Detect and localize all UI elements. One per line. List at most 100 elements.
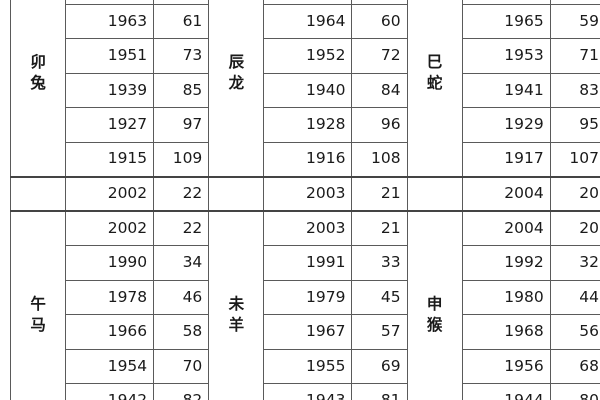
zodiac-name-cell: 辰龙: [208, 0, 265, 177]
age-cell: 96: [351, 107, 408, 143]
age-cell: 60: [351, 3, 408, 39]
empty-zodiac-cell: [9, 175, 67, 212]
year-cell: 1942: [65, 383, 155, 400]
age-cell: 21: [351, 175, 408, 212]
age-cell: 33: [351, 245, 408, 281]
age-cell: 45: [351, 279, 408, 315]
empty-zodiac-cell: [406, 175, 463, 212]
year-cell: 1952: [263, 38, 353, 74]
year-cell: 1963: [65, 3, 155, 39]
year-cell: 1979: [263, 279, 353, 315]
year-cell: 2003: [263, 175, 353, 212]
age-cell: 109: [153, 141, 210, 177]
age-cell: 44: [549, 279, 600, 315]
age-cell: 46: [153, 279, 210, 315]
table-row: 1978 46 1979 45 1980 44: [11, 279, 600, 315]
age-cell: 72: [351, 38, 408, 74]
zodiac-char: 辰: [228, 52, 245, 71]
year-cell: 2003: [263, 210, 353, 246]
age-cell: 57: [351, 314, 408, 350]
table-row: 1939 85 1940 84 1941 83: [11, 72, 600, 108]
age-cell: 58: [153, 314, 210, 350]
age-cell: 21: [351, 210, 408, 246]
zodiac-char: 羊: [228, 315, 245, 334]
year-cell: 2002: [65, 210, 155, 246]
year-cell: 1992: [461, 245, 551, 281]
age-cell: 68: [549, 348, 600, 384]
table-row: 1915 109 1916 108 1917 107: [11, 141, 600, 177]
age-cell: 22: [153, 210, 210, 246]
zodiac-char: 午: [30, 294, 46, 313]
year-cell: 1990: [65, 245, 155, 281]
zodiac-char: 龙: [228, 73, 245, 92]
age-cell: 81: [351, 383, 408, 400]
year-cell: 1965: [461, 3, 551, 39]
zodiac-char: 未: [228, 294, 245, 313]
zodiac-char: 蛇: [426, 73, 443, 92]
year-cell: 1966: [65, 314, 155, 350]
year-cell: 1968: [461, 314, 551, 350]
year-cell: 1939: [65, 72, 155, 108]
table-row: 卯兔197549辰龙197648巳蛇197747: [9, 0, 600, 177]
age-cell: 70: [153, 348, 210, 384]
year-cell: 1954: [65, 348, 155, 384]
age-cell: 84: [351, 72, 408, 108]
table-row: 1966 58 1967 57 1968 56: [11, 314, 600, 350]
zodiac-name-cell: 卯兔: [9, 0, 67, 177]
year-cell: 1928: [263, 107, 353, 143]
age-cell: 83: [549, 72, 600, 108]
age-cell: 73: [153, 38, 210, 74]
table-row: 1951 73 1952 72 1953 71: [11, 38, 600, 74]
year-cell: 1978: [65, 279, 155, 315]
age-cell: 56: [549, 314, 600, 350]
zodiac-char: 巳: [426, 52, 443, 71]
year-cell: 1941: [461, 72, 551, 108]
year-cell: 1929: [461, 107, 551, 143]
age-cell: 80: [549, 383, 600, 400]
zodiac-char: 马: [30, 315, 46, 334]
age-cell: 22: [153, 175, 210, 212]
age-cell: 20: [549, 175, 600, 212]
zodiac-name-cell: 午马: [9, 210, 67, 400]
year-cell: 1956: [461, 348, 551, 384]
age-cell: 82: [153, 383, 210, 400]
zodiac-name-cell: 未羊: [208, 210, 265, 400]
year-cell: 1943: [263, 383, 353, 400]
table-row: 1963 61 1964 60 1965 59: [11, 3, 600, 39]
zodiac-char: 申: [426, 294, 443, 313]
year-cell: 1940: [263, 72, 353, 108]
age-cell: 59: [549, 3, 600, 39]
age-cell: 108: [351, 141, 408, 177]
empty-zodiac-cell: [208, 175, 265, 212]
age-cell: 107: [549, 141, 600, 177]
section-divider-row: 2002 22 2003 21 2004 20: [9, 175, 600, 212]
year-cell: 1951: [65, 38, 155, 74]
age-cell: 20: [549, 210, 600, 246]
year-cell: 1991: [263, 245, 353, 281]
year-cell: 1980: [461, 279, 551, 315]
year-cell: 1927: [65, 107, 155, 143]
zodiac-char: 猴: [426, 315, 443, 334]
age-cell: 71: [549, 38, 600, 74]
year-cell: 1964: [263, 3, 353, 39]
year-cell: 1915: [65, 141, 155, 177]
year-cell: 1967: [263, 314, 353, 350]
age-cell: 61: [153, 3, 210, 39]
year-cell: 1944: [461, 383, 551, 400]
zodiac-char: 卯: [30, 52, 46, 71]
year-cell: 1917: [461, 141, 551, 177]
zodiac-name-cell: 申猴: [406, 210, 463, 400]
table-row: 1990 34 1991 33 1992 32: [11, 245, 600, 281]
age-cell: 69: [351, 348, 408, 384]
age-cell: 97: [153, 107, 210, 143]
age-cell: 95: [549, 107, 600, 143]
year-cell: 2004: [461, 210, 551, 246]
table-row: 午马 2002 22 未羊 2003 21 申猴 2004 20: [9, 210, 600, 400]
table-row: 1954 70 1955 69 1956 68: [11, 348, 600, 384]
year-cell: 1955: [263, 348, 353, 384]
age-cell: 32: [549, 245, 600, 281]
zodiac-char: 兔: [30, 73, 46, 92]
